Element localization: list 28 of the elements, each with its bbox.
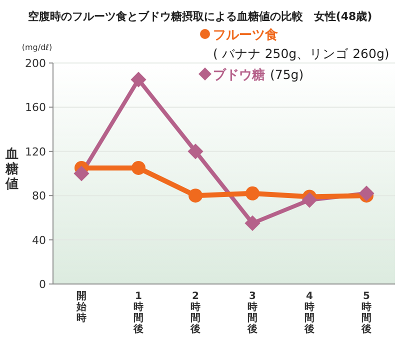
point — [188, 144, 204, 160]
y-tick-label: 120 — [25, 145, 46, 158]
x-tick-label: 5時間後 — [360, 291, 372, 335]
annotation: (75g) — [270, 67, 304, 82]
y-axis-title: 血糖値 — [4, 147, 18, 192]
point — [246, 186, 260, 200]
x-tick-label: 3時間後 — [246, 291, 258, 335]
point — [188, 188, 202, 203]
chart-title: 空腹時のフルーツ食とブドウ糖摂取による血糖値の比較 女性(48歳) — [28, 10, 372, 23]
y-tick-label: 200 — [25, 57, 46, 70]
y-tick-label: 80 — [32, 190, 46, 203]
legend-label: フルーツ食 — [213, 28, 278, 43]
y-tick-label: 160 — [25, 101, 46, 114]
x-tick-label: 2時間後 — [190, 291, 200, 335]
point — [132, 160, 146, 175]
point — [302, 192, 318, 208]
x-tick-label: 1時間後 — [132, 291, 144, 335]
y-tick-label: 40 — [32, 234, 46, 247]
text: ( バナナ 250g、リンゴ 260g) — [213, 46, 390, 61]
x-tick-label: 4時間後 — [304, 291, 314, 335]
legend-label: ブドウ糖 — [213, 67, 265, 83]
text: (mg/dℓ) — [22, 43, 52, 52]
point — [244, 215, 260, 232]
point — [358, 186, 374, 202]
y-tick-label: 0 — [39, 278, 46, 291]
point — [74, 166, 90, 182]
point — [130, 72, 146, 88]
x-tick-label: 開始時 — [76, 290, 88, 324]
